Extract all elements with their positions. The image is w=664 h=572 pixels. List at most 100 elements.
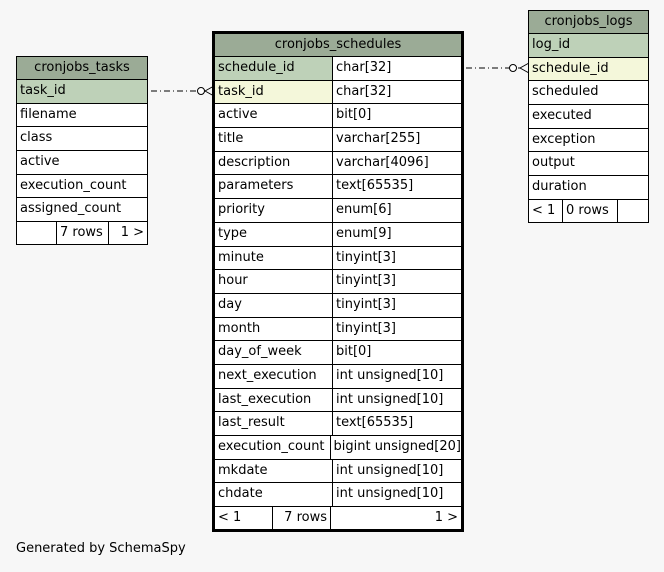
column-list: schedule_id char[32] task_id char[32] active… [215, 57, 461, 507]
column-name: priority [215, 199, 333, 222]
column-name: hour [215, 270, 333, 293]
column-row[interactable]: filename [17, 104, 147, 128]
column-type: varchar[4096] [336, 154, 429, 170]
column-name: filename [20, 106, 77, 122]
column-name: description [215, 151, 333, 175]
column-name: execution_count [215, 436, 331, 459]
column-name: day_of_week [215, 341, 333, 364]
column-name: last_execution [215, 388, 333, 412]
row-count: 0 rows [563, 199, 618, 222]
column-name: execution_count [20, 177, 127, 193]
column-name: title [215, 128, 333, 151]
column-type: char[32] [336, 60, 392, 75]
column-name: type [215, 222, 333, 246]
column-row[interactable]: schedule_id char[32] [215, 57, 461, 81]
column-row[interactable]: description varchar[4096] [215, 151, 461, 176]
column-row[interactable]: hour tinyint[3] [215, 270, 461, 294]
column-name: log_id [532, 37, 571, 52]
column-row[interactable]: priority enum[6] [215, 199, 461, 223]
table-footer: < 1 7 rows 1 > [215, 506, 461, 530]
column-row[interactable]: title varchar[255] [215, 128, 461, 152]
column-name: task_id [20, 83, 66, 98]
column-row[interactable]: class [17, 127, 147, 152]
column-type: tinyint[3] [336, 320, 397, 336]
column-name: last_result [215, 412, 333, 435]
column-type: bit[0] [336, 107, 372, 123]
column-row[interactable]: active bit[0] [215, 104, 461, 129]
column-name: month [215, 317, 333, 341]
table-footer: < 1 0 rows [529, 198, 648, 222]
column-row[interactable]: chdate int unsigned[10] [215, 483, 461, 507]
table-cronjobs-schedules[interactable]: cronjobs_schedules schedule_id char[32] ta… [212, 31, 464, 533]
table-cronjobs-logs[interactable]: cronjobs_logs log_id schedule_id scheduled… [528, 10, 649, 223]
column-type: bit[0] [336, 344, 372, 360]
table-cronjobs-tasks[interactable]: cronjobs_tasks task_id filename class activ… [16, 56, 148, 246]
column-row[interactable]: last_result text[65535] [215, 412, 461, 436]
column-type: tinyint[3] [336, 273, 397, 289]
column-row[interactable]: day tinyint[3] [215, 293, 461, 318]
column-name: minute [215, 246, 333, 270]
parents-count: < 1 [215, 507, 273, 530]
column-name: day [215, 293, 333, 317]
column-row[interactable]: task_id [17, 80, 147, 104]
children-count: 1 > [120, 225, 144, 241]
column-name: class [20, 130, 53, 146]
column-type: bigint unsigned[20] [333, 439, 462, 454]
column-name: chdate [215, 483, 333, 507]
column-type: int unsigned[10] [336, 391, 444, 407]
column-list: log_id schedule_id scheduled executed except… [529, 34, 648, 199]
column-name: output [532, 155, 575, 171]
column-row[interactable]: active [17, 151, 147, 175]
column-type: text[65535] [336, 415, 414, 431]
column-type: int unsigned[10] [336, 367, 444, 383]
column-name: active [215, 104, 333, 128]
column-row[interactable]: execution_count bigint unsigned[20] [215, 436, 461, 460]
row-count: 7 rows [57, 222, 109, 245]
column-row[interactable]: next_execution int unsigned[10] [215, 364, 461, 389]
row-count: 7 rows [273, 507, 331, 530]
column-row[interactable]: execution_count [17, 175, 147, 199]
column-type: text[65535] [336, 178, 414, 194]
parents-count: < 1 [529, 199, 563, 222]
column-row[interactable]: duration [529, 176, 648, 199]
column-row[interactable]: day_of_week bit[0] [215, 341, 461, 365]
column-type: enum[9] [336, 225, 392, 241]
column-row[interactable]: mkdate int unsigned[10] [215, 459, 461, 484]
column-row[interactable]: parameters text[65535] [215, 175, 461, 200]
column-row[interactable]: task_id char[32] [215, 80, 461, 105]
column-row[interactable]: month tinyint[3] [215, 317, 461, 342]
column-name: next_execution [215, 364, 333, 388]
column-list: task_id filename class active execution_coun… [17, 80, 147, 221]
column-row[interactable]: schedule_id [529, 57, 648, 82]
column-type: tinyint[3] [336, 296, 397, 312]
column-row[interactable]: assigned_count [17, 198, 147, 221]
column-type: enum[6] [336, 202, 392, 218]
column-type: int unsigned[10] [336, 462, 444, 478]
column-type: tinyint[3] [336, 249, 397, 265]
column-row[interactable]: minute tinyint[3] [215, 246, 461, 271]
column-name: schedule_id [532, 60, 609, 76]
column-name: schedule_id [215, 57, 333, 80]
column-name: executed [532, 108, 592, 124]
column-row[interactable]: executed [529, 105, 648, 129]
column-name: task_id [215, 80, 333, 104]
column-row[interactable]: output [529, 152, 648, 177]
column-name: active [20, 154, 60, 170]
column-name: duration [532, 179, 587, 195]
column-type: char[32] [336, 83, 392, 99]
zero-crowfoot-icon [509, 64, 517, 72]
column-row[interactable]: exception [529, 129, 648, 153]
column-type: int unsigned[10] [336, 486, 444, 502]
children-count: 1 > [434, 510, 458, 526]
table-title: cronjobs_schedules [215, 34, 461, 57]
column-row[interactable]: type enum[9] [215, 222, 461, 247]
table-footer: 7 rows 1 > [17, 221, 147, 245]
column-row[interactable]: log_id [529, 34, 648, 58]
column-row[interactable]: last_execution int unsigned[10] [215, 388, 461, 413]
zero-crowfoot-icon [197, 87, 205, 95]
column-name: scheduled [532, 84, 599, 100]
column-row[interactable]: scheduled [529, 81, 648, 106]
column-name: assigned_count [20, 201, 122, 217]
table-title: cronjobs_tasks [17, 57, 147, 80]
